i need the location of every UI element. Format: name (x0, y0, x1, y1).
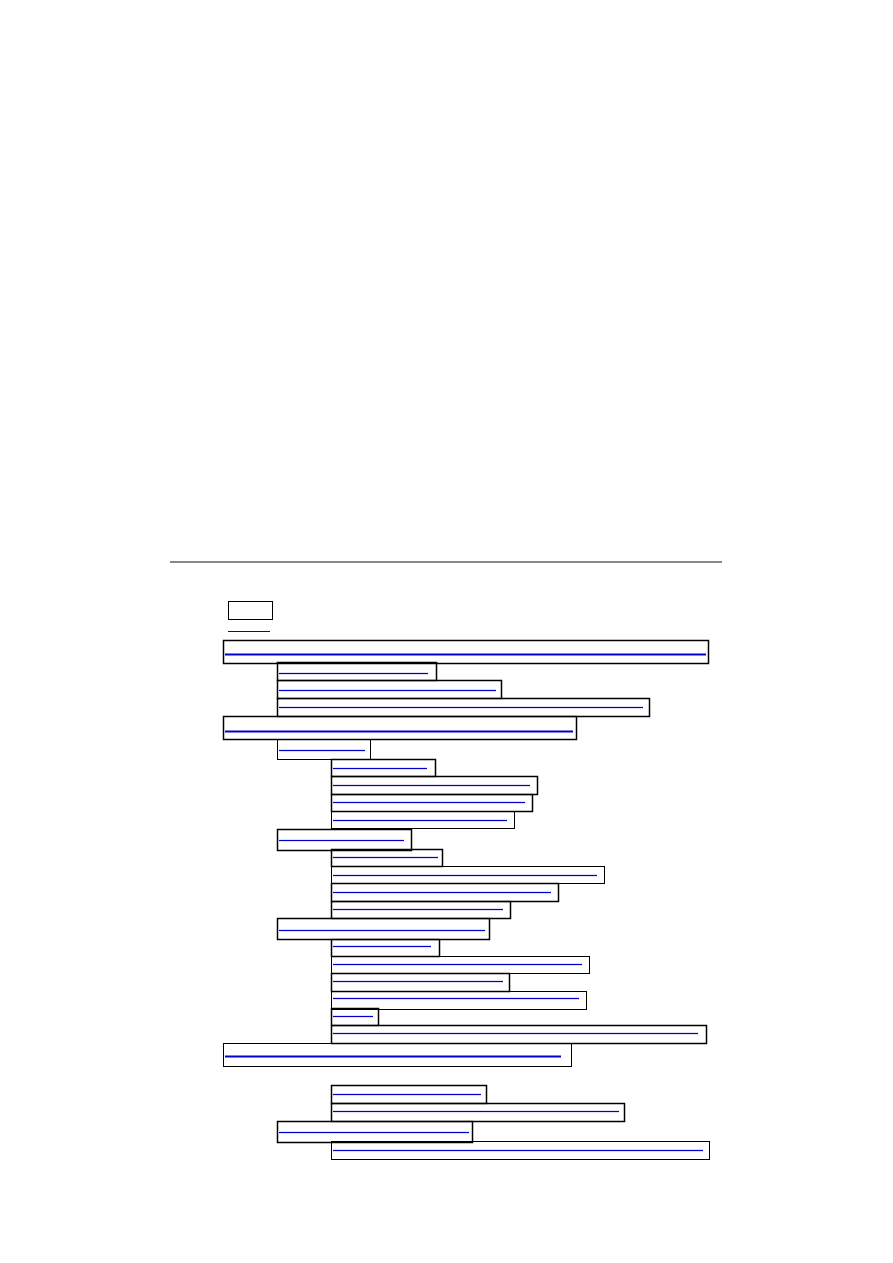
entry-box (331, 991, 587, 1010)
entry-box (276, 828, 413, 852)
small-box (228, 601, 273, 620)
entry-box (222, 715, 578, 741)
entry-box (223, 1043, 572, 1067)
entry-box (276, 1120, 474, 1144)
toc-entries (222, 639, 710, 1160)
entry-box (331, 811, 515, 829)
entry-box (330, 1102, 626, 1123)
entry-box (222, 639, 710, 665)
entry-box (331, 1141, 710, 1160)
entry-box (277, 739, 371, 760)
